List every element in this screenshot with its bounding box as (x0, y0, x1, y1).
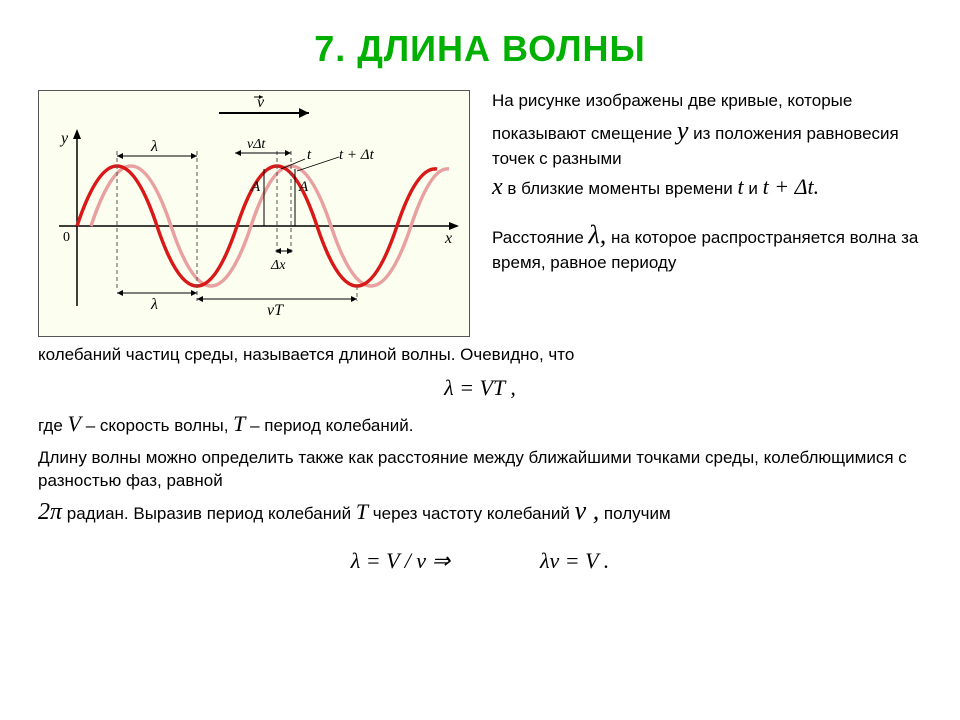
formula1: λ = VT , (38, 375, 922, 401)
p5d: получим (599, 504, 670, 523)
p1d: и (744, 179, 763, 198)
p4V: V (68, 411, 81, 436)
p1y: y (677, 116, 689, 145)
p4b: – скорость волны, (81, 416, 233, 435)
svg-text:Δx: Δx (270, 258, 286, 273)
p5T: T (356, 499, 368, 524)
p1tdt: t + Δt. (763, 174, 819, 199)
svg-text:vΔt: vΔt (247, 137, 266, 152)
svg-text:vT: vT (267, 302, 284, 319)
p4a: где (38, 416, 68, 435)
formula3: λν = V . (540, 548, 609, 574)
p1c: в близкие моменты времени (503, 179, 738, 198)
p5: Длину волны можно определить также как р… (38, 448, 907, 491)
p5nu: ν , (575, 496, 600, 525)
svg-text:A: A (298, 179, 309, 195)
para3: колебаний частиц среды, называется длино… (38, 343, 922, 367)
svg-text:λ: λ (150, 138, 158, 155)
svg-text:t + Δt: t + Δt (339, 147, 375, 163)
svg-text:λ: λ (150, 296, 158, 313)
content-area: v y x 0 t t + Δt (0, 70, 960, 582)
svg-text:y: y (59, 130, 69, 147)
right-paragraphs: На рисунке изображены две кривые, которы… (470, 90, 922, 275)
para1: На рисунке изображены две кривые, которы… (492, 90, 922, 203)
wave-diagram: v y x 0 t t + Δt (38, 90, 470, 337)
p5-2pi: 2π (38, 499, 62, 525)
p4T: T (233, 411, 245, 436)
svg-text:A: A (250, 179, 261, 195)
para2: Расстояние λ, на которое распространяетс… (492, 217, 922, 275)
formula2: λ = V / ν ⇒ (351, 548, 450, 574)
p2a: Расстояние (492, 228, 589, 247)
page-title: 7. ДЛИНА ВОЛНЫ (0, 0, 960, 70)
svg-text:t: t (307, 147, 312, 163)
p1x: x (492, 174, 503, 200)
p5b: радиан. Выразив период колебаний (62, 504, 356, 523)
p5c: через частоту колебаний (368, 504, 575, 523)
top-row: v y x 0 t t + Δt (38, 90, 922, 337)
p2lambda: λ, (589, 220, 607, 249)
svg-text:0: 0 (63, 230, 70, 245)
svg-text:x: x (444, 230, 452, 247)
para4: где V – скорость волны, T – период колеб… (38, 409, 922, 440)
formula-row: λ = V / ν ⇒ λν = V . (38, 540, 922, 582)
para5: Длину волны можно определить также как р… (38, 446, 922, 530)
p4c: – период колебаний. (245, 416, 413, 435)
